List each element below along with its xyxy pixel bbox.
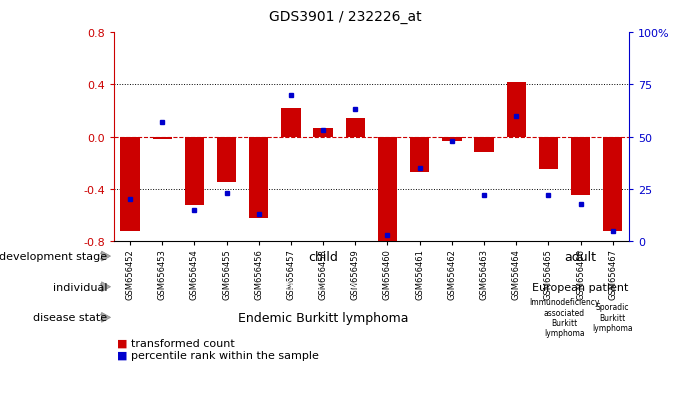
Text: individual: individual [53,282,107,292]
Text: child: child [308,250,338,263]
Text: GDS3901 / 232226_at: GDS3901 / 232226_at [269,10,422,24]
Text: adult: adult [565,250,596,263]
Text: development stage: development stage [0,252,107,261]
Bar [442,137,462,141]
Bar [346,119,365,137]
Bar [217,137,236,183]
Bar [184,137,204,205]
Text: European patient: European patient [532,282,629,292]
Bar [153,137,172,140]
Bar [507,83,526,137]
Text: Sporadic
Burkitt
lymphoma: Sporadic Burkitt lymphoma [592,303,633,332]
Text: ■: ■ [117,350,131,360]
Text: Endemic Burkitt lymphoma: Endemic Burkitt lymphoma [238,311,408,324]
Bar [281,109,301,137]
Bar [571,137,590,196]
Bar [249,137,268,218]
Text: disease state: disease state [33,313,107,323]
Bar [539,137,558,170]
Bar [314,128,333,137]
Text: percentile rank within the sample: percentile rank within the sample [131,350,319,360]
Bar [120,137,140,231]
Text: Immunodeficiency
associated
Burkitt
lymphoma: Immunodeficiency associated Burkitt lymp… [529,297,600,338]
Text: transformed count: transformed count [131,338,235,348]
Bar [603,137,623,231]
Bar [410,137,429,173]
Text: African patient: African patient [277,280,369,294]
Bar [378,137,397,244]
Text: ■: ■ [117,338,131,348]
Bar [474,137,493,153]
